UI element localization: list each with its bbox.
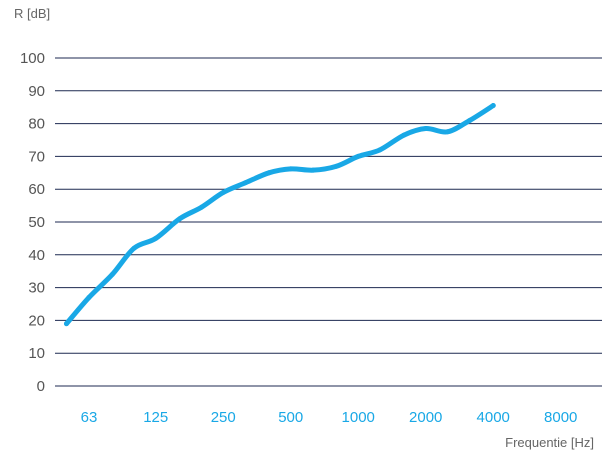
data-point	[63, 321, 69, 327]
data-point	[266, 170, 272, 176]
data-point	[288, 166, 294, 172]
x-tick-label: 500	[278, 409, 303, 426]
data-point	[333, 163, 339, 169]
x-tick-labels: 63 125 250 500 1000 2000 4000 8000	[81, 409, 578, 426]
x-tick-label: 250	[211, 409, 236, 426]
data-point	[153, 235, 159, 241]
y-tick-label: 70	[28, 148, 45, 165]
data-point	[86, 294, 92, 300]
series-layer	[63, 103, 496, 327]
y-tick-label: 30	[28, 280, 45, 297]
y-tick-label: 100	[20, 50, 45, 67]
x-axis-title: Frequentie [Hz]	[505, 435, 594, 450]
data-point	[490, 103, 496, 109]
data-point	[423, 126, 429, 132]
data-point	[377, 147, 383, 153]
data-point	[467, 117, 473, 123]
x-tick-label: 4000	[477, 409, 510, 426]
data-point	[355, 153, 361, 159]
x-tick-label: 2000	[409, 409, 442, 426]
data-point	[220, 189, 226, 195]
data-point	[198, 204, 204, 210]
y-tick-label: 0	[37, 378, 45, 395]
y-tick-label: 80	[28, 116, 45, 133]
x-tick-label: 63	[81, 409, 98, 426]
x-tick-label: 1000	[342, 409, 375, 426]
data-point	[444, 129, 450, 135]
y-tick-label: 90	[28, 83, 45, 100]
data-point	[401, 132, 407, 138]
data-point	[310, 167, 316, 173]
data-point	[109, 271, 115, 277]
y-axis-title: R [dB]	[14, 6, 50, 21]
y-tick-label: 20	[28, 312, 45, 329]
gridlines	[55, 57, 602, 387]
y-tick-label: 60	[28, 181, 45, 198]
data-point	[131, 245, 137, 251]
data-point	[243, 180, 249, 186]
y-tick-label: 10	[28, 345, 45, 362]
y-tick-labels: 0 10 20 30 40 50 60 70 80 90 100	[20, 50, 45, 395]
x-tick-label: 125	[143, 409, 168, 426]
y-tick-label: 40	[28, 247, 45, 264]
x-tick-label: 8000	[544, 409, 577, 426]
series-line-0	[63, 103, 496, 327]
data-point	[177, 216, 183, 222]
y-tick-label: 50	[28, 214, 45, 231]
